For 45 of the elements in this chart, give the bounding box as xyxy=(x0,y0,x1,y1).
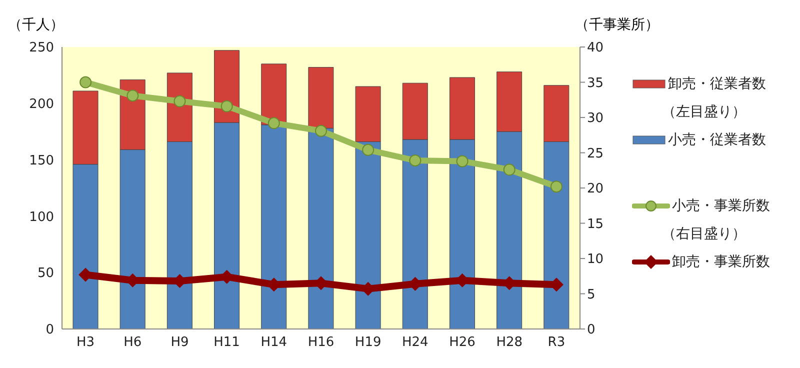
y2-tick-label: 15 xyxy=(587,216,604,232)
point xyxy=(174,95,186,108)
text: （右目盛り） xyxy=(661,225,747,244)
point xyxy=(80,76,92,88)
x-tick-label: H24 xyxy=(402,335,428,350)
y2-tick-label: 20 xyxy=(587,182,604,197)
y2-tick-label: 30 xyxy=(587,111,604,126)
point xyxy=(315,124,327,137)
x-tick-label: H6 xyxy=(124,335,142,350)
y-tick-label: 0 xyxy=(46,322,54,338)
y2-tick-label: 5 xyxy=(587,287,596,302)
y2-tick-label: 10 xyxy=(587,252,604,268)
y-tick-label: 100 xyxy=(29,210,54,225)
x-tick-label: H19 xyxy=(354,335,382,350)
y-tick-label: 250 xyxy=(29,40,54,56)
y-tick-label: 150 xyxy=(29,153,54,168)
x-tick-label: H3 xyxy=(76,335,95,350)
x-tick-label: H14 xyxy=(260,335,288,350)
y-tick-label: 200 xyxy=(29,97,54,112)
legend-label: 小売・従業者数 xyxy=(668,131,766,149)
point xyxy=(126,90,139,102)
y-axis-title: （千人） xyxy=(8,16,64,34)
x-tick-label: H28 xyxy=(496,335,523,350)
x-tick-label: H11 xyxy=(214,335,240,350)
x-tick-label: H26 xyxy=(449,335,476,350)
x-tick-label: R3 xyxy=(548,335,566,350)
legend-label: 卸売・事業所数 xyxy=(672,253,770,271)
y2-tick-label: 35 xyxy=(587,76,604,91)
text: （左目盛り） xyxy=(661,103,747,122)
point xyxy=(220,100,233,112)
y2-tick-label: 0 xyxy=(587,322,596,338)
y2-tick-label: 25 xyxy=(587,146,604,162)
point xyxy=(409,154,422,167)
point xyxy=(362,144,374,156)
point xyxy=(503,164,516,176)
point xyxy=(268,117,280,130)
point xyxy=(456,155,468,168)
x-tick-label: H9 xyxy=(170,335,189,350)
y-tick-label: 50 xyxy=(37,266,54,282)
y2-axis-title: （千事業所） xyxy=(575,16,659,34)
legend-label: 小売・事業所数 xyxy=(672,197,770,215)
y2-tick-label: 40 xyxy=(587,40,604,56)
x-tick-label: H16 xyxy=(308,335,334,350)
point xyxy=(550,180,562,193)
legend-label: 卸売・従業者数 xyxy=(668,75,766,93)
